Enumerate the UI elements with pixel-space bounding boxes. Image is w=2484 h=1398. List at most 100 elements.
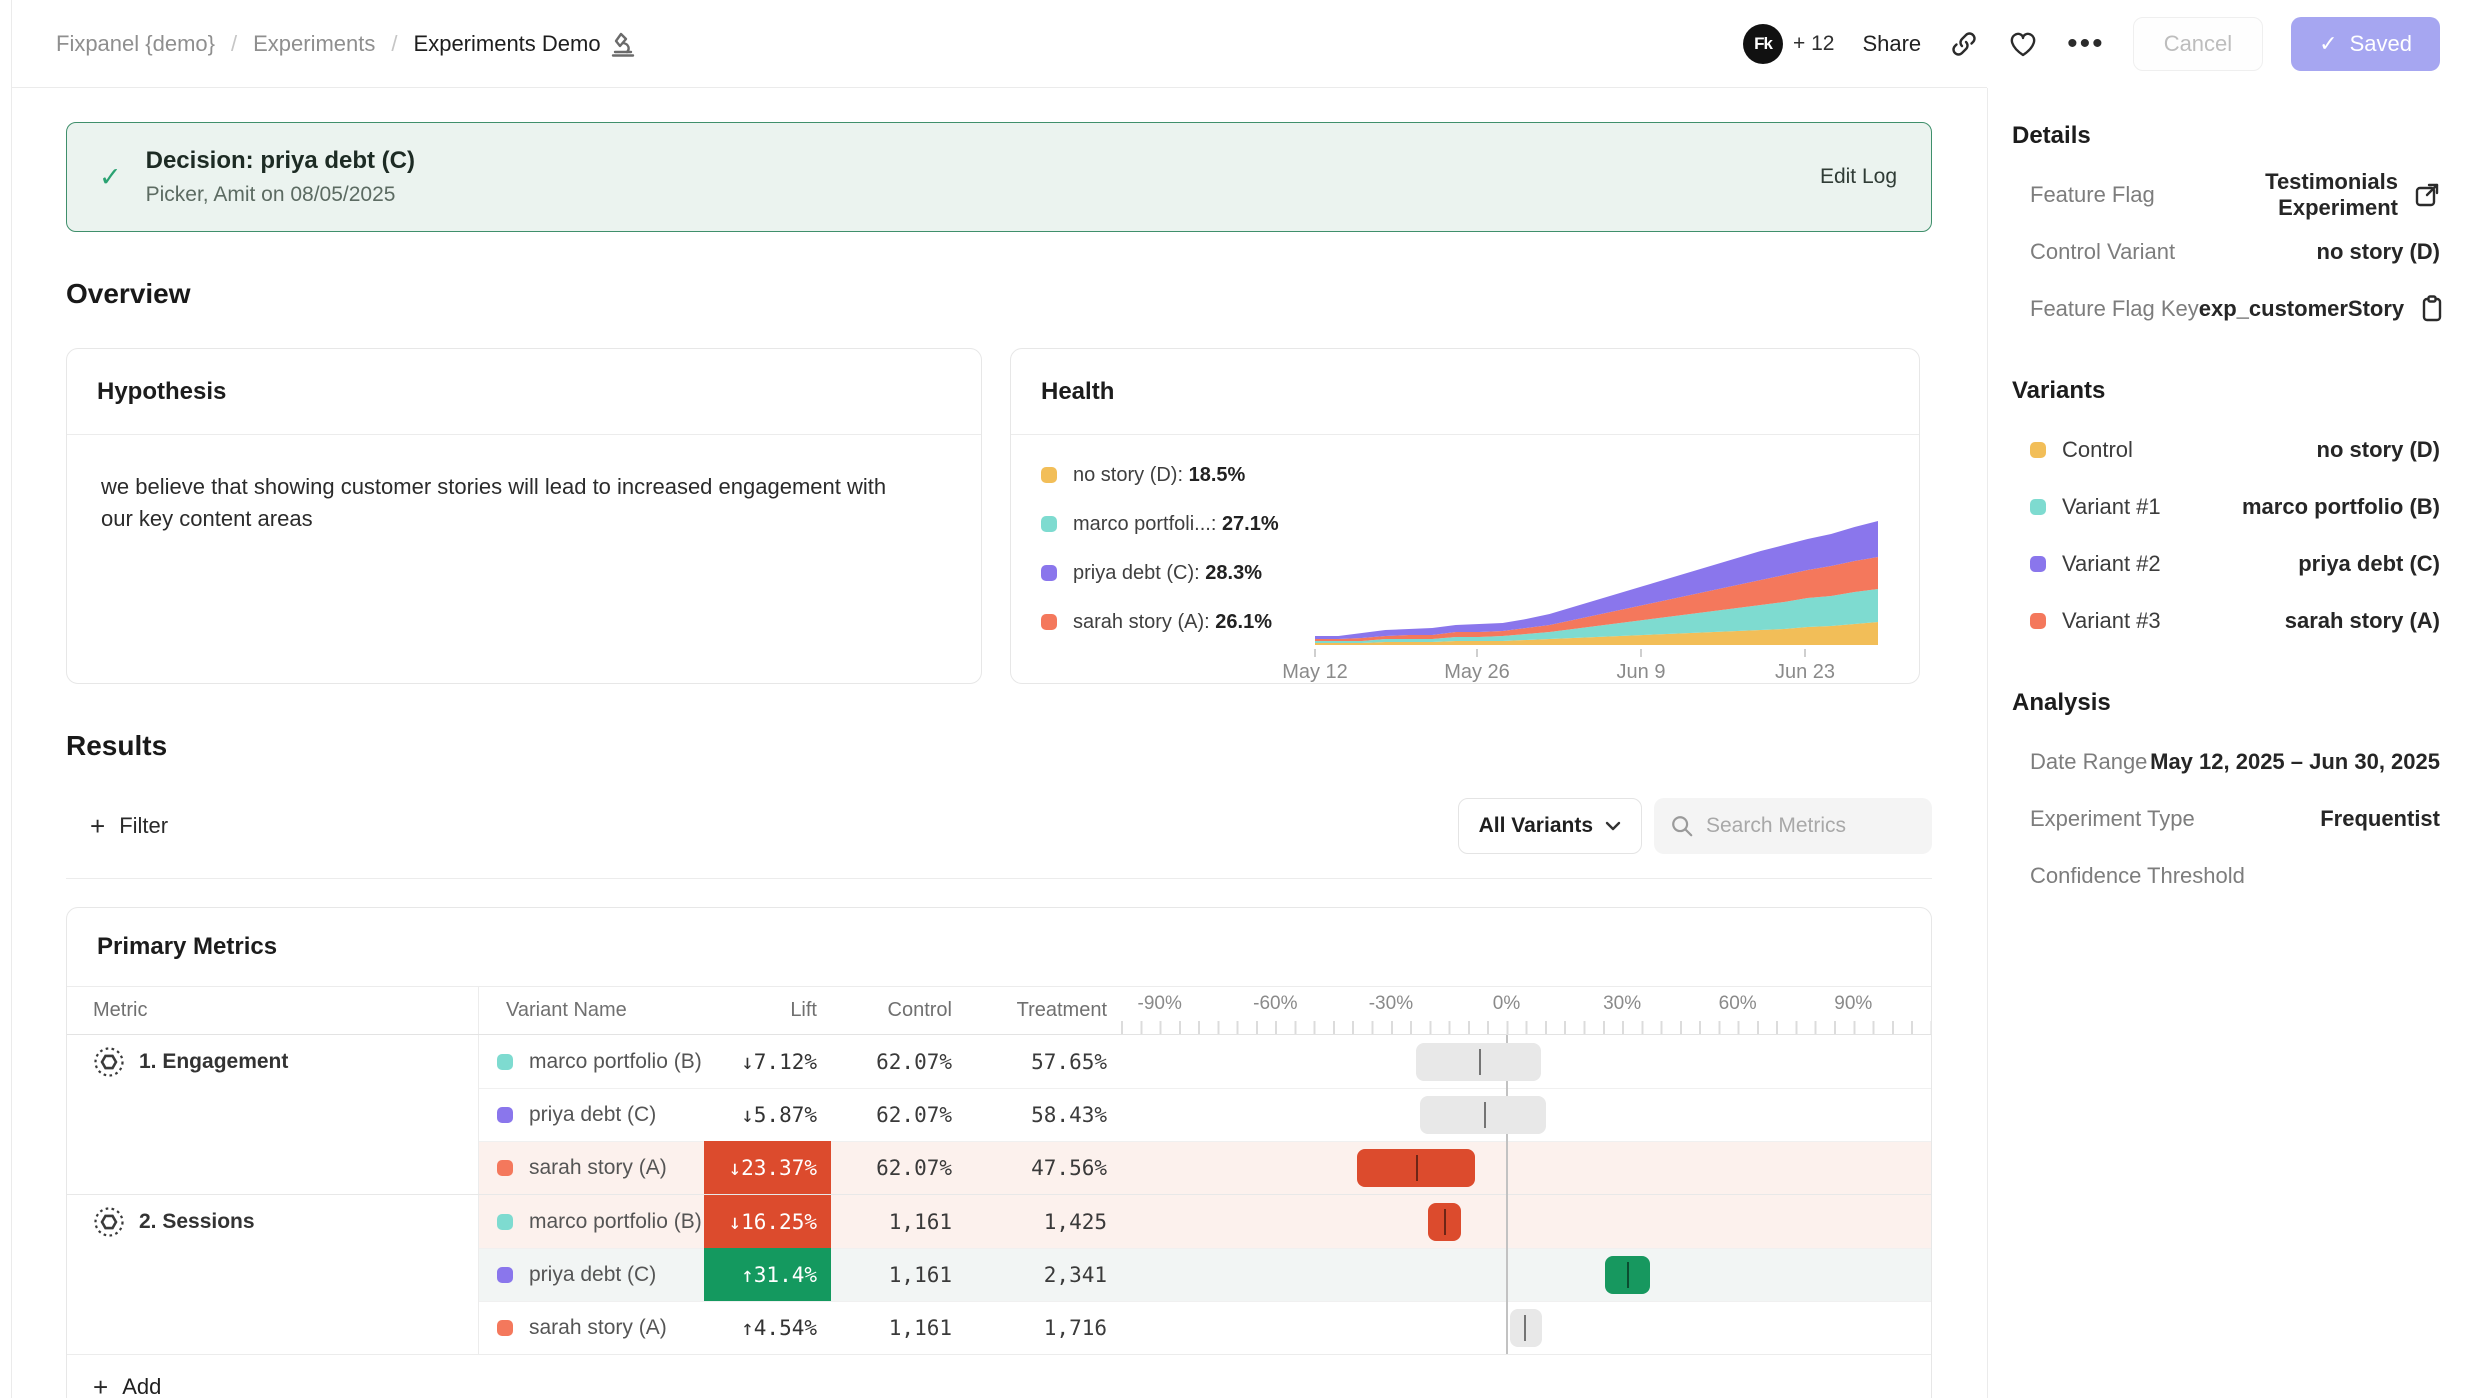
legend-color-chip [1041,614,1057,630]
confidence-interval-cell [1121,1301,1931,1354]
metric-name: 2. Sessions [139,1206,255,1238]
variant-row[interactable]: marco portfolio (B)↓7.12%62.07%57.65% [479,1035,1931,1088]
variants-section: Controlno story (D)Variant #1marco portf… [2012,421,2440,649]
share-button[interactable]: Share [1862,31,1921,57]
plus-icon: + [90,816,105,836]
column-variant-name: Variant Name [479,999,704,1022]
external-link-icon[interactable] [2414,182,2440,208]
lift-cell: ↓16.25% [704,1195,831,1248]
metric-name: 1. Engagement [139,1046,288,1078]
sidebar-row: Experiment TypeFrequentist [2012,790,2440,847]
favorite-heart-icon[interactable] [2007,29,2039,59]
health-title: Health [1041,378,1114,406]
lift-point-marker [1524,1315,1526,1341]
add-metric-button[interactable]: + Add [93,1374,1931,1398]
sidebar-row-value: no story (D) [2175,239,2440,265]
breadcrumb-project[interactable]: Fixpanel {demo} [56,31,215,57]
sidebar-row: Controlno story (D) [2012,421,2440,478]
lift-point-marker [1479,1049,1481,1075]
lift-point-marker [1416,1155,1418,1181]
variant-name-cell: sarah story (A) [479,1301,704,1354]
variant-name: sarah story (A) [529,1156,667,1180]
variant-row[interactable]: sarah story (A)↓23.37%62.07%47.56% [479,1141,1931,1194]
plus-icon: + [93,1377,108,1397]
avatar-overflow-count[interactable]: + 12 [1793,32,1834,56]
column-metric: Metric [67,987,479,1034]
legend-label: sarah story (A): 26.1% [1073,611,1272,634]
sidebar-row-value: marco portfolio (B) [2161,494,2440,520]
lift-point-marker [1627,1262,1629,1288]
sidebar-row: Feature FlagTestimonials Experiment [2012,166,2440,223]
legend-color-chip [1041,467,1057,483]
breadcrumb-separator: / [231,31,237,57]
variant-row[interactable]: priya debt (C)↓5.87%62.07%58.43% [479,1088,1931,1141]
x-axis-label: Jun 23 [1775,661,1835,683]
cancel-button[interactable]: Cancel [2133,17,2263,71]
top-bar: Fixpanel {demo} / Experiments / Experime… [12,0,1987,88]
health-legend-item[interactable]: priya debt (C): 28.3% [1041,557,1303,589]
metric-cell[interactable]: 2. Sessions [67,1195,479,1354]
breadcrumb-experiments[interactable]: Experiments [253,31,375,57]
x-axis-label: Jun 9 [1617,661,1666,683]
confidence-interval-cell [1121,1248,1931,1301]
saved-button[interactable]: ✓ Saved [2291,17,2440,71]
avatar[interactable]: Fk [1743,24,1783,64]
more-menu-icon[interactable]: ••• [2067,34,2105,54]
sidebar-row-label: Variant #2 [2062,551,2161,577]
details-section: Feature FlagTestimonials ExperimentContr… [2012,166,2440,337]
right-sidebar: Details Feature FlagTestimonials Experim… [1987,88,2484,1398]
experiments-page: Fixpanel {demo} / Experiments / Experime… [0,0,2484,1398]
variant-row[interactable]: priya debt (C)↑31.4%1,1612,341 [479,1248,1931,1301]
sidebar-row-value: no story (D) [2133,437,2440,463]
control-value-cell: 1,161 [831,1248,966,1301]
sidebar-row: Date RangeMay 12, 2025 – Jun 30, 2025 [2012,733,2440,790]
control-value-cell: 62.07% [831,1088,966,1141]
hypothesis-card: Hypothesis we believe that showing custo… [66,348,982,684]
axis-ruler [1121,1021,1931,1034]
sidebar-row-value: Testimonials Experiment [2155,169,2398,221]
analysis-section: Date RangeMay 12, 2025 – Jun 30, 2025Exp… [2012,733,2440,904]
copy-link-icon[interactable] [1949,29,1979,59]
decision-banner: ✓ Decision: priya debt (C) Picker, Amit … [66,122,1932,232]
lift-axis-header: -90%-60%-30%0%30%60%90% [1121,987,1931,1034]
search-icon [1670,813,1694,839]
variant-color-chip [497,1267,513,1283]
hypothesis-title: Hypothesis [97,378,226,406]
variant-name-cell: priya debt (C) [479,1248,704,1301]
chevron-down-icon [1605,821,1621,831]
variant-name-cell: sarah story (A) [479,1141,704,1194]
axis-label: 30% [1603,993,1641,1015]
primary-metrics-title: Primary Metrics [67,908,1931,987]
variant-color-chip [2030,556,2046,572]
treatment-value-cell: 1,425 [966,1195,1121,1248]
health-legend-item[interactable]: no story (D): 18.5% [1041,459,1303,491]
sidebar-row-value: priya debt (C) [2161,551,2440,577]
variant-color-chip [497,1054,513,1070]
clipboard-icon[interactable] [2420,295,2444,323]
axis-label: 0% [1493,993,1520,1015]
variant-color-chip [2030,613,2046,629]
sidebar-row: Confidence Threshold [2012,847,2440,904]
check-icon: ✓ [2319,31,2337,57]
variant-row[interactable]: sarah story (A)↑4.54%1,1611,716 [479,1301,1931,1354]
breadcrumb: Fixpanel {demo} / Experiments / Experime… [12,31,635,57]
sidebar-row-value: May 12, 2025 – Jun 30, 2025 [2147,749,2440,775]
axis-label: -30% [1369,993,1413,1015]
axis-label: -60% [1253,993,1297,1015]
variants-dropdown[interactable]: All Variants [1458,798,1642,854]
top-actions: Fk + 12 Share ••• Cancel ✓ Saved [1743,0,2484,88]
legend-label: no story (D): 18.5% [1073,464,1245,487]
details-section-title: Details [2012,122,2440,150]
variant-name: sarah story (A) [529,1316,667,1340]
add-filter-button[interactable]: + Filter [90,813,168,839]
health-legend-item[interactable]: sarah story (A): 26.1% [1041,606,1303,638]
search-metrics-input[interactable] [1706,814,1916,838]
metrics-table-header: Metric Variant Name Lift Control Treatme… [67,987,1931,1034]
results-heading: Results [66,730,1987,762]
breadcrumb-current: Experiments Demo [414,31,635,57]
health-legend-item[interactable]: marco portfoli...: 27.1% [1041,508,1303,540]
edit-log-button[interactable]: Edit Log [1820,165,1897,189]
metric-group: 2. Sessions marco portfolio (B)↓16.25%1,1… [67,1194,1931,1354]
variant-row[interactable]: marco portfolio (B)↓16.25%1,1611,425 [479,1195,1931,1248]
metric-cell[interactable]: 1. Engagement [67,1035,479,1194]
